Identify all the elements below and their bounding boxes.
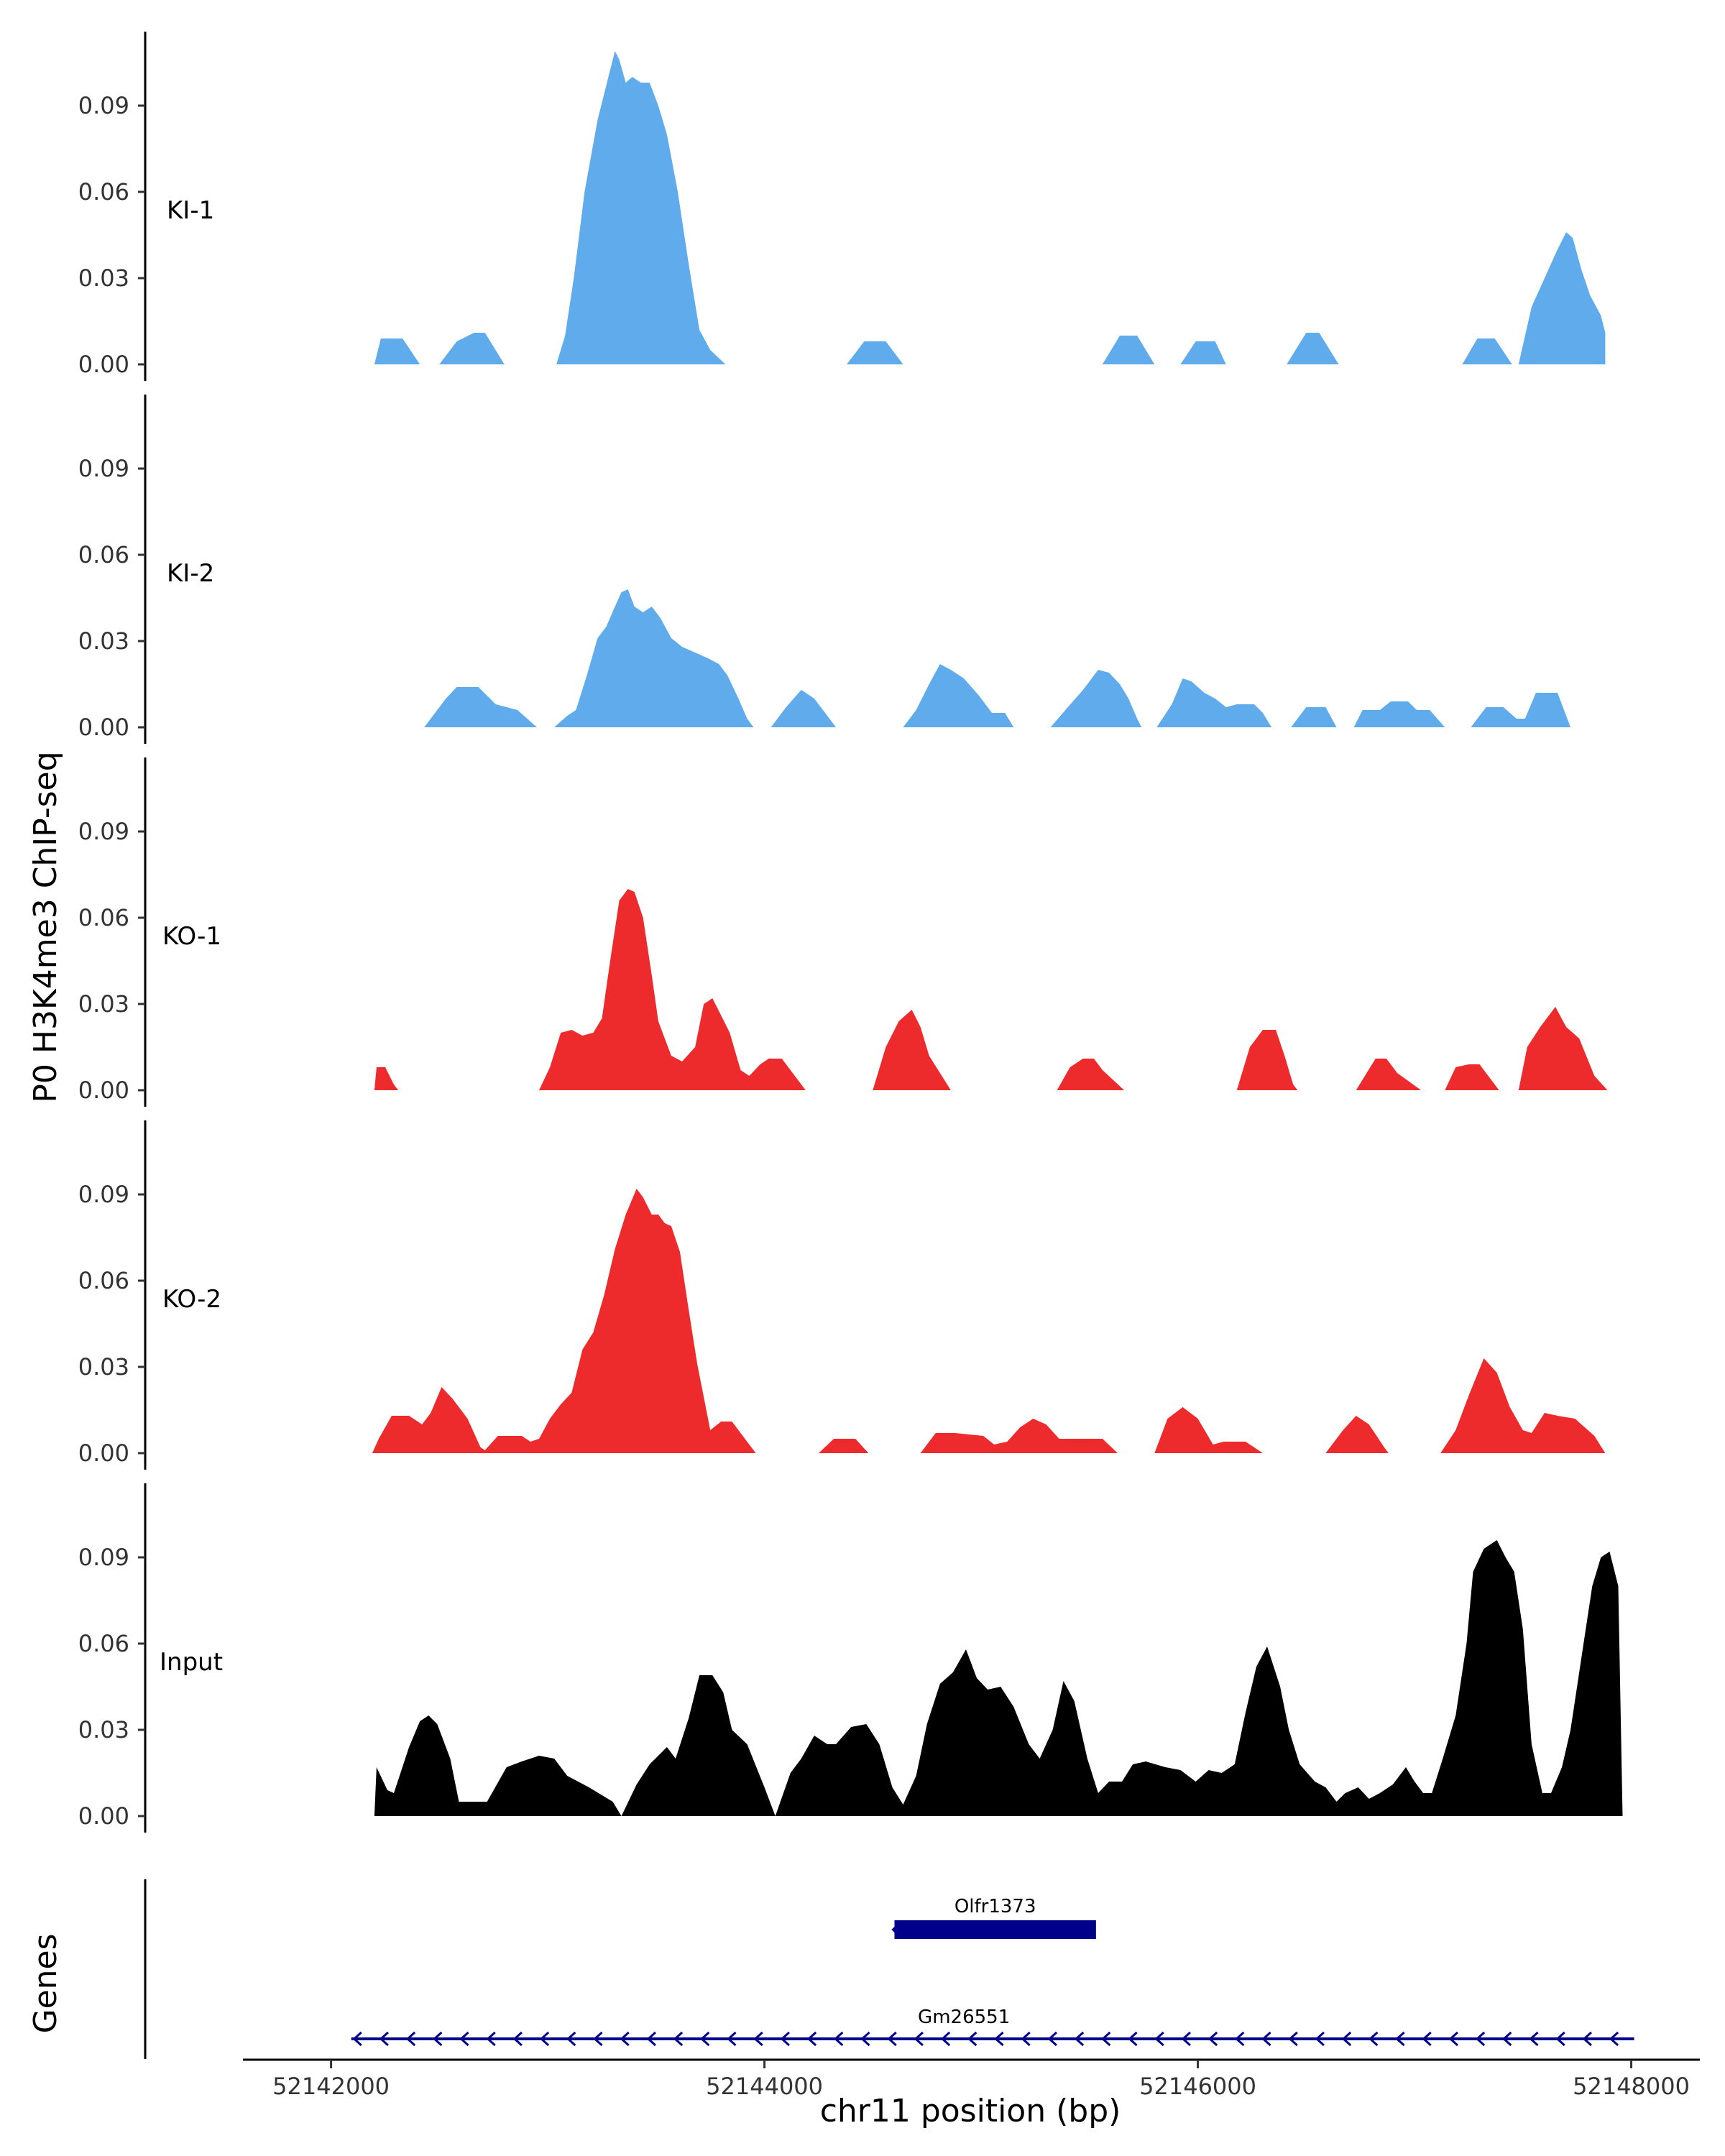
strand-arrow bbox=[834, 2031, 844, 2047]
strand-arrow bbox=[806, 2031, 817, 2047]
track-label: Input bbox=[160, 1648, 223, 1677]
y-tick-label: 0.00 bbox=[78, 1802, 129, 1830]
strand-arrow bbox=[891, 1921, 901, 1938]
strand-arrow bbox=[433, 2031, 443, 2047]
gene-body bbox=[894, 1920, 1096, 1939]
y-tick-label: 0.03 bbox=[78, 1716, 129, 1743]
strand-arrow bbox=[673, 2031, 684, 2047]
strand-arrow bbox=[1341, 2031, 1352, 2047]
x-tick-label: 52146000 bbox=[1139, 2073, 1256, 2100]
strand-arrow bbox=[1074, 2031, 1085, 2047]
y-tick-label: 0.06 bbox=[78, 904, 129, 931]
strand-arrow bbox=[727, 2031, 737, 2047]
strand-arrow bbox=[1395, 2031, 1405, 2047]
x-tick-label: 52142000 bbox=[272, 2073, 390, 2100]
gene-olfr1373: Olfr1373 bbox=[891, 1896, 1096, 1939]
strand-arrow bbox=[352, 2031, 362, 2047]
y-tick-label: 0.06 bbox=[78, 1630, 129, 1657]
y-tick-label: 0.03 bbox=[78, 990, 129, 1018]
track-label: KI-2 bbox=[167, 559, 214, 588]
genes-panel: 52142000 52144000 52146000 52148000 Olfr1373… bbox=[144, 1879, 1700, 2100]
strand-arrow bbox=[1555, 2031, 1565, 2047]
strand-arrow bbox=[1021, 2031, 1031, 2047]
strand-arrow bbox=[940, 2031, 951, 2047]
y-tick-label: 0.03 bbox=[78, 264, 129, 292]
strand-arrow bbox=[1154, 2031, 1164, 2047]
y-tick-label: 0.03 bbox=[78, 627, 129, 655]
gene-label: Gm26551 bbox=[918, 2007, 1010, 2028]
strand-arrow bbox=[1475, 2031, 1486, 2047]
coverage-area-ki-1 bbox=[374, 51, 1606, 364]
strand-arrow bbox=[459, 2031, 469, 2047]
coverage-area-ko-2 bbox=[372, 1189, 1606, 1453]
strand-arrow bbox=[1261, 2031, 1271, 2047]
strand-arrow bbox=[593, 2031, 603, 2047]
y-tick-label: 0.06 bbox=[78, 1267, 129, 1294]
y-tick-label: 0.09 bbox=[78, 1544, 129, 1571]
y-tick-label: 0.09 bbox=[78, 1181, 129, 1208]
coverage-area-input bbox=[374, 1540, 1623, 1816]
genes-track-title: Genes bbox=[27, 1933, 64, 2033]
y-tick-label: 0.09 bbox=[78, 818, 129, 845]
strand-arrow bbox=[512, 2031, 523, 2047]
strand-arrow bbox=[1582, 2031, 1592, 2047]
strand-arrow bbox=[1502, 2031, 1512, 2047]
coverage-area-ki-2 bbox=[424, 589, 1597, 727]
strand-arrow bbox=[860, 2031, 870, 2047]
strand-arrow bbox=[887, 2031, 897, 2047]
strand-arrow bbox=[1181, 2031, 1191, 2047]
track-ko-2: 0.00 0.03 0.06 0.09 KO-2 bbox=[78, 1120, 1606, 1470]
strand-arrow bbox=[646, 2031, 656, 2047]
gene-label: Olfr1373 bbox=[954, 1896, 1036, 1917]
y-tick-label: 0.03 bbox=[78, 1353, 129, 1381]
x-tick-label: 52148000 bbox=[1573, 2073, 1690, 2100]
strand-arrow bbox=[1101, 2031, 1111, 2047]
y-tick-label: 0.09 bbox=[78, 455, 129, 482]
y-tick-label: 0.00 bbox=[78, 1077, 129, 1104]
strand-arrow bbox=[1609, 2031, 1619, 2047]
y-tick-label: 0.00 bbox=[78, 351, 129, 378]
x-axis-title: chr11 position (bp) bbox=[820, 2093, 1121, 2129]
y-tick-label: 0.06 bbox=[78, 541, 129, 568]
y-tick-label: 0.00 bbox=[78, 1439, 129, 1467]
strand-arrow bbox=[620, 2031, 630, 2047]
strand-arrow bbox=[1368, 2031, 1379, 2047]
strand-arrow bbox=[753, 2031, 763, 2047]
strand-arrow bbox=[1529, 2031, 1539, 2047]
y-axis-title: P0 H3K4me3 ChIP-seq bbox=[27, 751, 64, 1102]
strand-arrow bbox=[780, 2031, 790, 2047]
coverage-area-ko-1 bbox=[374, 889, 1608, 1090]
track-ko-1: 0.00 0.03 0.06 0.09 KO-1 bbox=[78, 757, 1608, 1107]
strand-arrow bbox=[566, 2031, 576, 2047]
strand-arrow bbox=[486, 2031, 496, 2047]
track-ki-1: 0.00 0.03 0.06 0.09 KI-1 bbox=[78, 32, 1606, 381]
strand-arrow bbox=[914, 2031, 924, 2047]
strand-arrow bbox=[405, 2031, 416, 2047]
strand-arrow bbox=[1047, 2031, 1057, 2047]
strand-arrow bbox=[994, 2031, 1004, 2047]
strand-arrow bbox=[1315, 2031, 1325, 2047]
strand-arrow bbox=[539, 2031, 550, 2047]
strand-arrow bbox=[1128, 2031, 1138, 2047]
strand-arrow bbox=[379, 2031, 389, 2047]
strand-arrow bbox=[1422, 2031, 1432, 2047]
coverage-tracks: 0.00 0.03 0.06 0.09 KI-1 0.00 0.03 0.06 0.09 KI-2… bbox=[78, 32, 1623, 1833]
strand-arrow bbox=[1448, 2031, 1458, 2047]
strand-arrow bbox=[1288, 2031, 1298, 2047]
y-tick-label: 0.06 bbox=[78, 178, 129, 206]
strand-arrow bbox=[700, 2031, 710, 2047]
gene-gm26551: Gm26551 bbox=[351, 2007, 1634, 2047]
strand-arrow bbox=[1208, 2031, 1218, 2047]
y-tick-label: 0.09 bbox=[78, 92, 129, 119]
strand-arrow bbox=[967, 2031, 978, 2047]
strand-arrow bbox=[1235, 2031, 1245, 2047]
x-tick-label: 52144000 bbox=[706, 2073, 823, 2100]
track-label: KI-1 bbox=[167, 196, 214, 225]
track-input: 0.00 0.03 0.06 0.09 Input bbox=[78, 1483, 1623, 1833]
track-label: KO-2 bbox=[162, 1285, 221, 1314]
y-tick-label: 0.00 bbox=[78, 714, 129, 741]
track-label: KO-1 bbox=[162, 922, 221, 951]
track-ki-2: 0.00 0.03 0.06 0.09 KI-2 bbox=[78, 395, 1597, 744]
